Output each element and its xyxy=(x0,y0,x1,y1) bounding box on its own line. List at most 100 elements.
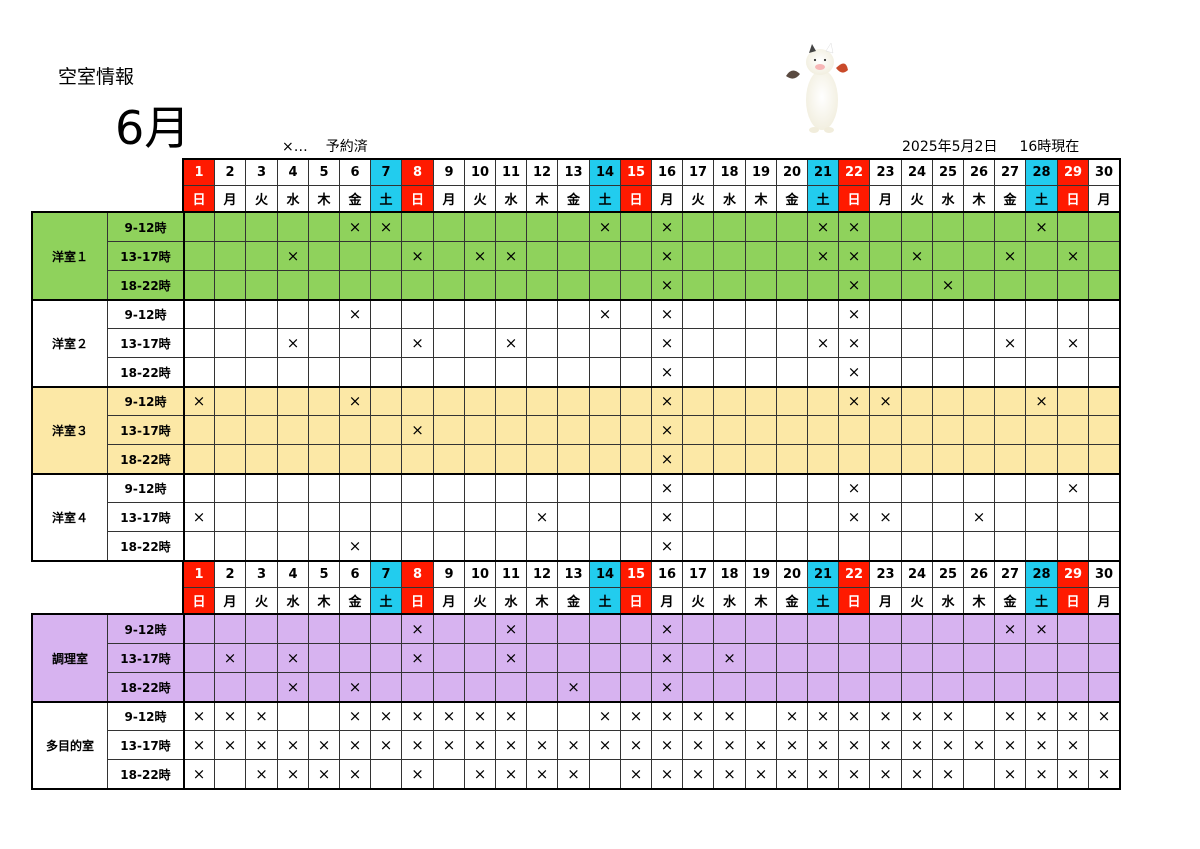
available-cell xyxy=(746,387,777,416)
updated-time: 16時現在 xyxy=(1019,139,1080,155)
room-name: 洋室４ xyxy=(33,474,108,561)
day-number: 15 xyxy=(621,160,652,186)
available-cell xyxy=(1026,445,1058,474)
available-cell xyxy=(184,532,215,561)
weekday-label: 日 xyxy=(839,186,870,212)
available-cell xyxy=(964,416,995,445)
available-cell xyxy=(714,615,746,644)
booked-cell: × xyxy=(309,731,340,760)
available-cell xyxy=(434,271,465,300)
available-cell xyxy=(434,329,465,358)
booked-cell: × xyxy=(933,760,964,789)
available-cell xyxy=(870,644,902,673)
booked-cell: × xyxy=(371,731,402,760)
booked-cell: × xyxy=(652,702,683,731)
available-cell xyxy=(496,503,527,532)
available-cell xyxy=(371,416,402,445)
available-cell xyxy=(215,615,246,644)
available-cell xyxy=(558,416,590,445)
available-cell xyxy=(590,644,621,673)
day-number: 22 xyxy=(839,160,870,186)
available-cell xyxy=(434,358,465,387)
available-cell xyxy=(184,271,215,300)
available-cell xyxy=(558,445,590,474)
booked-cell: × xyxy=(309,760,340,789)
available-cell xyxy=(1058,358,1089,387)
weekday-label: 土 xyxy=(1026,186,1058,212)
available-cell xyxy=(870,532,902,561)
available-cell xyxy=(1058,503,1089,532)
available-cell xyxy=(184,644,215,673)
booked-cell: × xyxy=(933,271,964,300)
weekday-label: 月 xyxy=(434,588,465,614)
available-cell xyxy=(558,271,590,300)
booked-cell: × xyxy=(839,358,870,387)
available-cell xyxy=(777,615,808,644)
available-cell xyxy=(683,358,714,387)
booked-cell: × xyxy=(839,213,870,242)
booked-cell: × xyxy=(340,387,371,416)
booked-cell: × xyxy=(434,702,465,731)
available-cell xyxy=(215,329,246,358)
booked-cell: × xyxy=(1089,702,1120,731)
legend-text: 予約済 xyxy=(325,139,368,155)
available-cell xyxy=(1089,213,1120,242)
room-separator xyxy=(33,701,1120,703)
booked-cell: × xyxy=(278,673,309,702)
booked-cell: × xyxy=(995,615,1026,644)
available-cell xyxy=(1089,644,1120,673)
available-cell xyxy=(839,673,870,702)
available-cell xyxy=(964,644,995,673)
weekday-label: 土 xyxy=(371,588,402,614)
available-cell xyxy=(371,673,402,702)
booked-cell: × xyxy=(340,300,371,329)
available-cell xyxy=(808,358,839,387)
available-cell xyxy=(371,271,402,300)
booked-cell: × xyxy=(371,213,402,242)
available-cell xyxy=(902,213,933,242)
available-cell xyxy=(184,673,215,702)
available-cell xyxy=(1026,416,1058,445)
booked-cell: × xyxy=(870,702,902,731)
day-number: 30 xyxy=(1089,562,1120,588)
available-cell xyxy=(933,474,964,503)
available-cell xyxy=(434,474,465,503)
weekday-label: 月 xyxy=(870,186,902,212)
booked-cell: × xyxy=(714,644,746,673)
booked-cell: × xyxy=(1026,213,1058,242)
day-number: 24 xyxy=(902,562,933,588)
weekday-label: 水 xyxy=(933,186,964,212)
available-cell xyxy=(870,242,902,271)
room-separator xyxy=(33,473,1120,475)
available-cell xyxy=(995,416,1026,445)
available-cell xyxy=(402,271,434,300)
cat-illustration xyxy=(786,42,848,133)
available-cell xyxy=(215,503,246,532)
available-cell xyxy=(808,445,839,474)
day-number: 4 xyxy=(278,160,309,186)
available-cell xyxy=(1058,271,1089,300)
available-cell xyxy=(621,615,652,644)
booked-cell: × xyxy=(278,644,309,673)
booked-cell: × xyxy=(995,329,1026,358)
weekday-label: 水 xyxy=(714,186,746,212)
time-slot-label: 13-17時 xyxy=(108,644,184,673)
booked-cell: × xyxy=(808,242,839,271)
booked-cell: × xyxy=(652,213,683,242)
available-cell xyxy=(902,673,933,702)
weekday-label: 金 xyxy=(777,186,808,212)
available-cell xyxy=(246,445,278,474)
available-cell xyxy=(777,503,808,532)
available-cell xyxy=(683,213,714,242)
available-cell xyxy=(434,213,465,242)
available-cell xyxy=(496,532,527,561)
available-cell xyxy=(964,445,995,474)
available-cell xyxy=(808,503,839,532)
day-number: 7 xyxy=(371,160,402,186)
available-cell xyxy=(714,300,746,329)
available-cell xyxy=(683,532,714,561)
available-cell xyxy=(683,503,714,532)
available-cell xyxy=(278,271,309,300)
available-cell xyxy=(964,532,995,561)
room-name: 多目的室 xyxy=(33,702,108,789)
